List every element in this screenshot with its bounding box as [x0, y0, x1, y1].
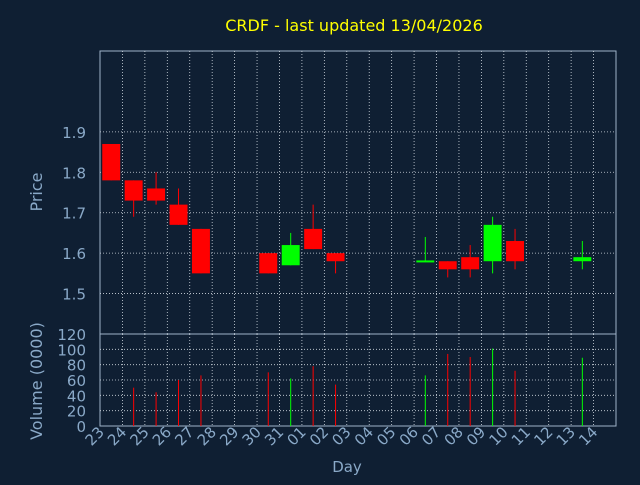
- candle-body: [438, 261, 457, 270]
- volume-axis-label: Volume (0000): [27, 322, 46, 440]
- x-tick-label: 14: [575, 423, 601, 449]
- candle-body: [259, 253, 278, 274]
- volume-y-tick-label: 40: [67, 387, 86, 405]
- candle-body: [102, 143, 121, 181]
- candle-body: [483, 224, 502, 262]
- x-tick-labels: 2324252627282930310102030405060708091011…: [82, 423, 602, 449]
- candle-body: [147, 188, 166, 201]
- volume-y-tick-label: 100: [57, 341, 86, 359]
- candle-body: [281, 245, 300, 266]
- price-frame: [99, 50, 617, 335]
- chart-title: CRDF - last updated 13/04/2026: [225, 16, 483, 35]
- volume-y-tick-label: 120: [57, 326, 86, 344]
- candle-body: [573, 257, 592, 262]
- price-y-tick-label: 1.5: [62, 286, 86, 304]
- candle-body: [416, 260, 435, 263]
- price-y-tick-label: 1.7: [62, 205, 86, 223]
- candle-body: [169, 204, 188, 225]
- volume-y-tick-label: 80: [67, 357, 86, 375]
- volume-y-tick-label: 20: [67, 403, 86, 421]
- price-panel: 1.5 1.6 1.7 1.8 1.9: [62, 50, 617, 335]
- candle-body: [326, 253, 345, 262]
- volume-y-tick-label: 60: [67, 372, 86, 390]
- price-y-tick-label: 1.9: [62, 124, 86, 142]
- candle-body: [124, 180, 143, 201]
- price-y-tick-label: 1.8: [62, 164, 86, 182]
- price-y-tick-label: 1.6: [62, 245, 86, 263]
- price-axis-label: Price: [27, 172, 46, 211]
- candle-body: [506, 241, 525, 262]
- candle-body: [461, 257, 480, 270]
- candle-body: [191, 228, 210, 274]
- candle-body: [304, 228, 323, 250]
- x-axis-label: Day: [332, 458, 362, 476]
- volume-y-tick-label: 0: [76, 418, 86, 436]
